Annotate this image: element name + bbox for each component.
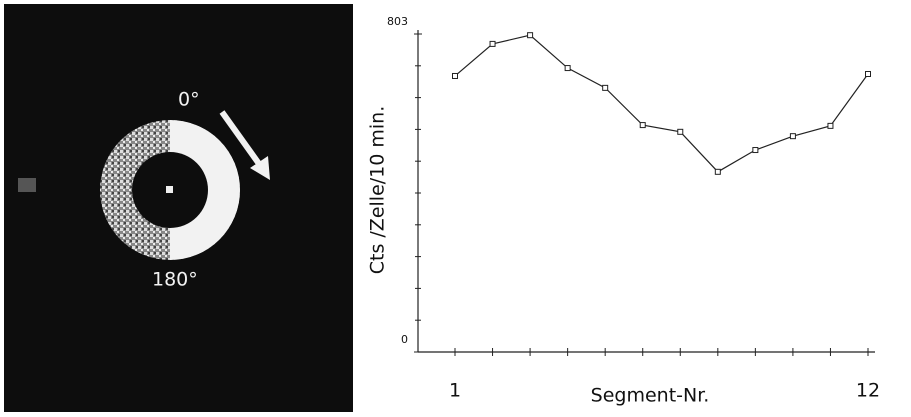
data-line [454,34,869,173]
arrow-shaft [219,110,265,170]
data-point [677,128,684,135]
x-tick-label: 1 [449,380,461,402]
data-point [452,72,458,79]
data-point [752,147,759,154]
data-point [789,133,796,140]
x-axis-label: Segment-Nr. [591,385,710,407]
data-point [527,32,534,39]
spot [18,178,36,192]
data-point [564,65,571,72]
angle-label: 180° [152,269,198,291]
data-point [865,70,871,77]
data-point [602,84,609,91]
y-tick-label: 803 [387,15,408,28]
data-point [714,168,721,175]
y-axis-label: Cts /Zelle/10 min. [367,106,389,275]
data-point [639,122,646,129]
scan-image: 0° 180° [4,4,353,412]
y-tick-label: 0 [401,333,408,346]
center-dot [166,186,173,193]
data-point [489,40,496,47]
arrow-head [250,156,270,180]
x-tick-label: 12 [856,380,880,402]
data-point [827,122,834,129]
angle-label: 0° [178,89,200,111]
